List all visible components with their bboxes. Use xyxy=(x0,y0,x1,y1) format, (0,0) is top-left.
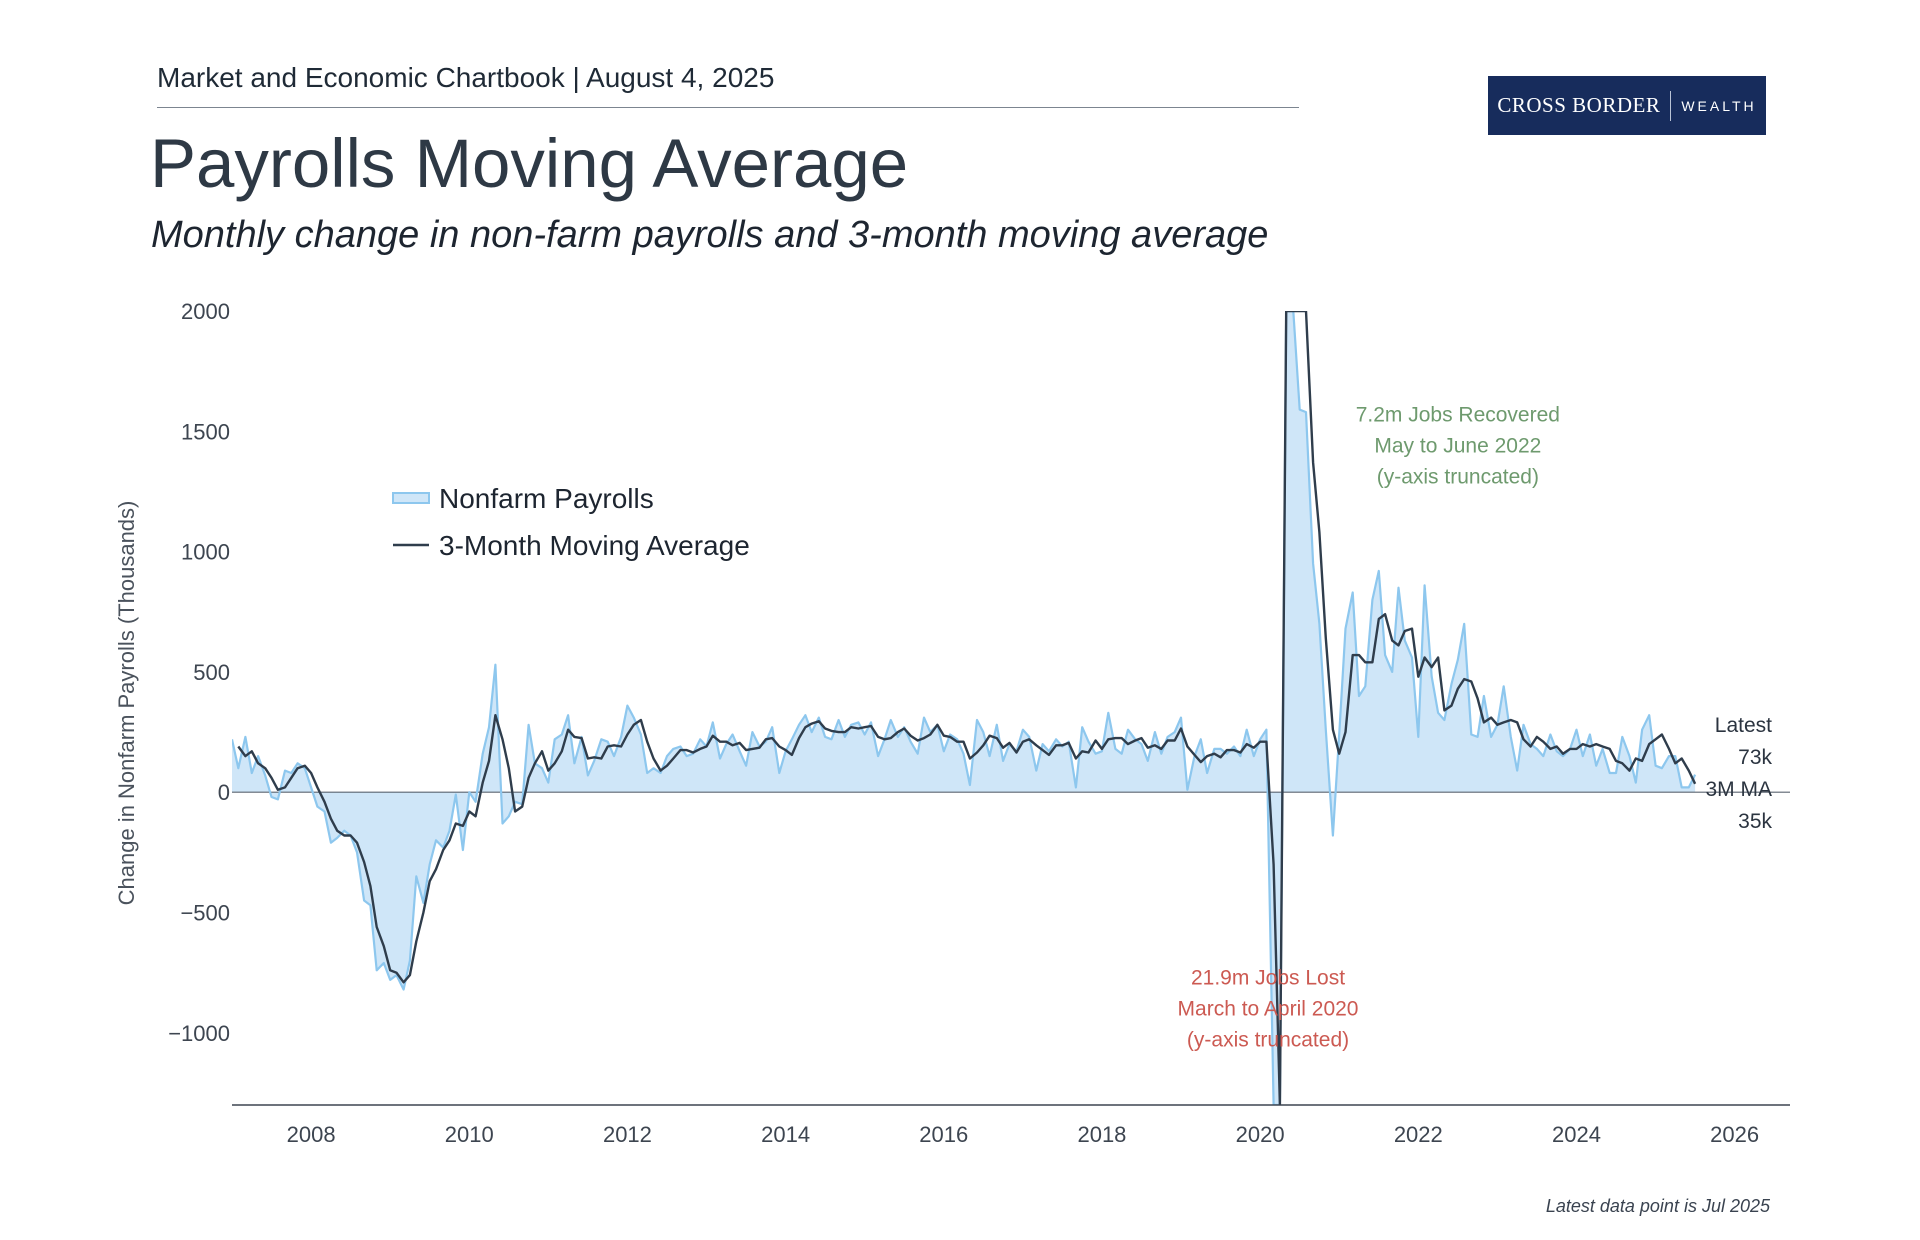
logo-sub-text: WEALTH xyxy=(1681,97,1757,114)
x-tick-label: 2024 xyxy=(1552,1122,1601,1147)
annotation-jobs-lost: (y-axis truncated) xyxy=(1187,1029,1349,1052)
plot-area xyxy=(232,311,1790,1105)
cross-border-wealth-logo: CROSS BORDER WEALTH xyxy=(1488,76,1766,135)
y-tick-label: −500 xyxy=(180,901,230,926)
logo-main-text: CROSS BORDER xyxy=(1497,93,1661,117)
y-tick-label: 1000 xyxy=(181,540,230,565)
nonfarm-payrolls-line xyxy=(232,311,1697,1105)
y-tick-label: 500 xyxy=(193,660,230,685)
x-tick-label: 2020 xyxy=(1236,1122,1285,1147)
y-axis-label: Change in Nonfarm Payrolls (Thousands) xyxy=(114,501,139,906)
payrolls-area xyxy=(232,311,1696,1105)
annotation-jobs-lost: 21.9m Jobs Lost xyxy=(1191,967,1345,990)
header-divider xyxy=(157,107,1299,108)
legend-label-payrolls: Nonfarm Payrolls xyxy=(439,483,654,514)
chartbook-header: Market and Economic Chartbook | August 4… xyxy=(157,62,775,93)
annotation-latest: Latest xyxy=(1715,714,1772,737)
x-tick-label: 2010 xyxy=(445,1122,494,1147)
x-tick-label: 2014 xyxy=(761,1122,810,1147)
annotation-latest: 3M MA xyxy=(1705,778,1772,801)
page-subtitle: Monthly change in non-farm payrolls and … xyxy=(151,214,1269,256)
y-tick-label: −1000 xyxy=(168,1021,230,1046)
x-tick-label: 2016 xyxy=(919,1122,968,1147)
y-tick-label: 2000 xyxy=(181,299,230,324)
moving-average-line xyxy=(237,311,1697,1105)
page-title: Payrolls Moving Average xyxy=(150,125,909,202)
x-tick-label: 2022 xyxy=(1394,1122,1443,1147)
logo-separator xyxy=(1670,90,1672,121)
latest-data-footnote: Latest data point is Jul 2025 xyxy=(1545,1196,1770,1216)
x-tick-label: 2026 xyxy=(1710,1122,1759,1147)
x-tick-label: 2018 xyxy=(1077,1122,1126,1147)
x-tick-label: 2008 xyxy=(287,1122,336,1147)
annotation-latest: 35k xyxy=(1738,810,1772,833)
annotation-jobs-recovered: May to June 2022 xyxy=(1374,435,1541,458)
annotation-latest: 73k xyxy=(1738,746,1772,769)
x-tick-label: 2012 xyxy=(603,1122,652,1147)
annotation-jobs-recovered: (y-axis truncated) xyxy=(1377,466,1539,489)
y-tick-label: 1500 xyxy=(181,419,230,444)
legend-label-ma: 3-Month Moving Average xyxy=(439,530,750,561)
annotation-jobs-lost: March to April 2020 xyxy=(1178,998,1359,1021)
legend-swatch-payrolls xyxy=(392,492,430,504)
y-tick-label: 0 xyxy=(218,780,230,805)
annotation-jobs-recovered: 7.2m Jobs Recovered xyxy=(1356,404,1560,427)
